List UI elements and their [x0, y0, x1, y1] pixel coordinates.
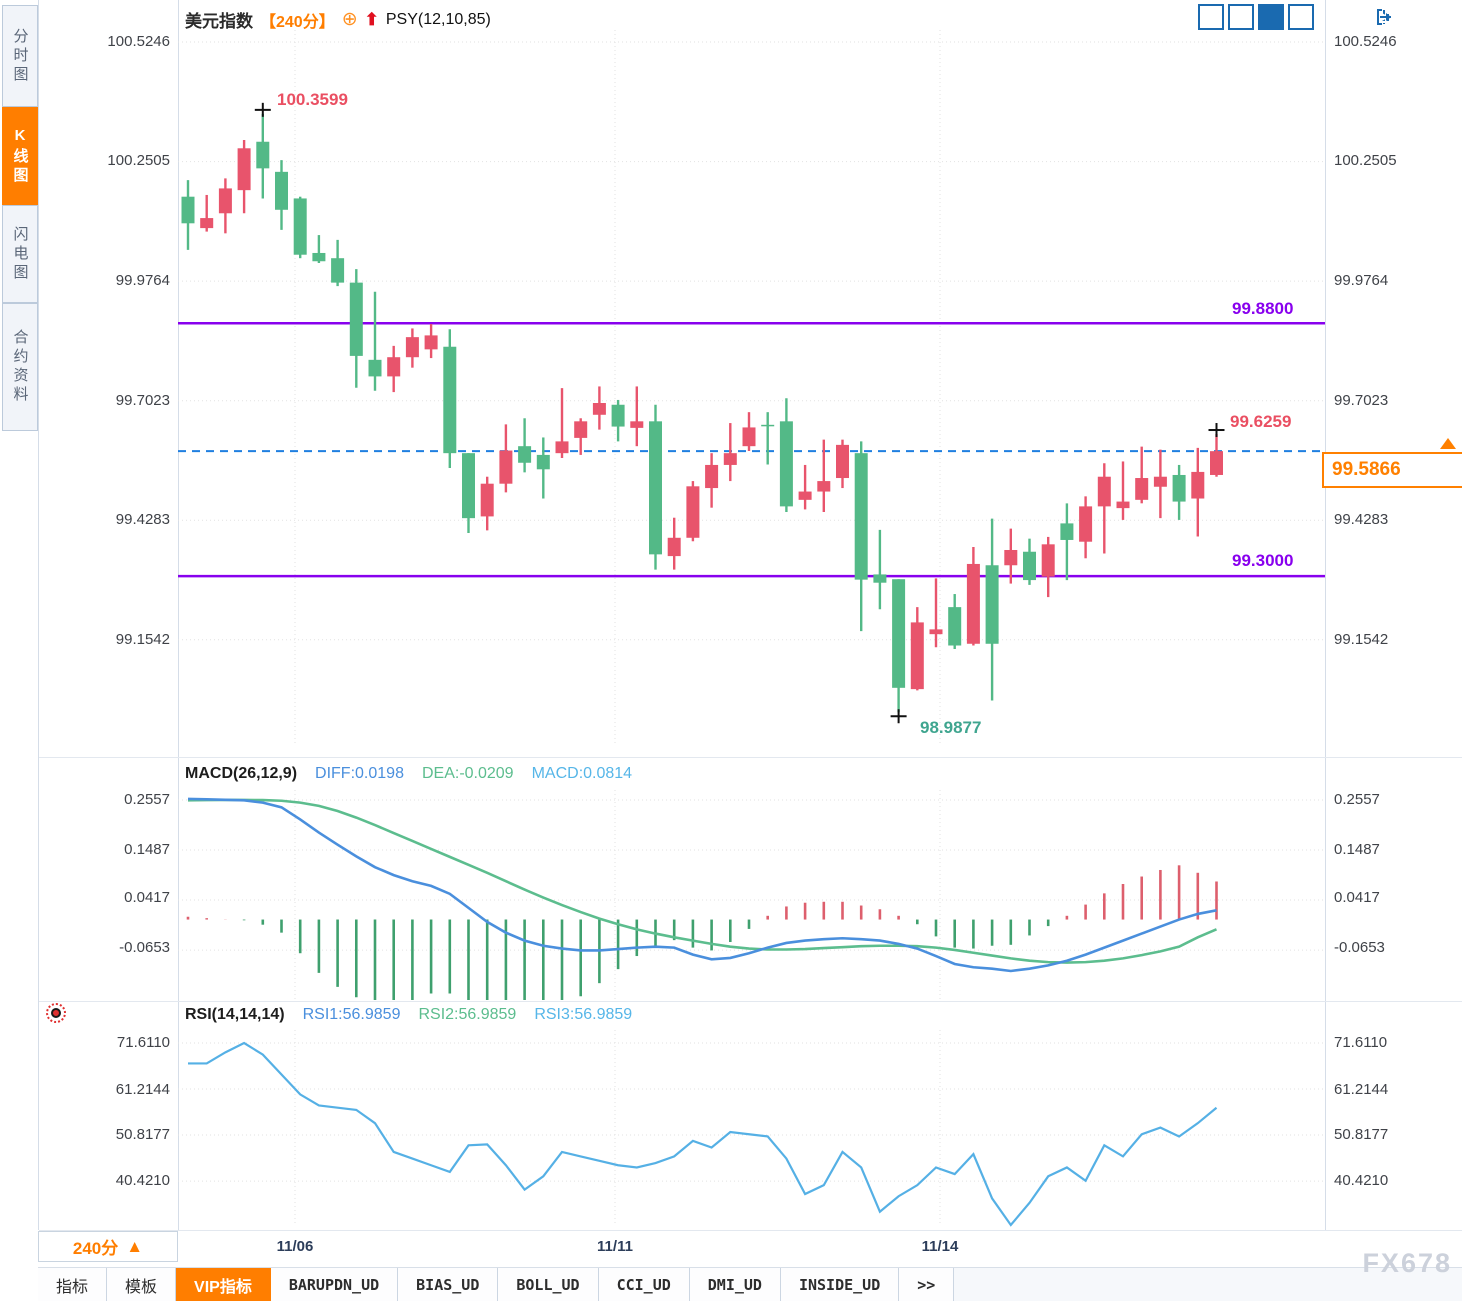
rsi-y-label: 71.6110 — [1334, 1034, 1388, 1051]
y-label: 100.5246 — [107, 33, 170, 50]
add-indicator-icon[interactable]: ⊕ — [341, 9, 358, 30]
sidebar-item-time-chart[interactable]: 分时图 — [2, 5, 38, 107]
macd-diff-value: DIFF:0.0198 — [315, 765, 404, 782]
y-label: 99.1542 — [115, 631, 170, 648]
axis-play-icon[interactable] — [1258, 4, 1391, 30]
macd-y-label: 0.1487 — [1334, 841, 1380, 858]
macd-name: MACD(26,12,9) — [185, 765, 298, 782]
macd-header: MACD(26,12,9) DIFF:0.0198 DEA:-0.0209 MA… — [185, 765, 632, 783]
rsi1-value: RSI1:56.9859 — [302, 1006, 401, 1023]
panel-divider — [39, 757, 1462, 758]
plot-left-edge — [178, 0, 179, 1230]
exit-right-icon[interactable] — [1288, 4, 1391, 30]
xaxis-divider — [39, 1230, 1462, 1231]
tab-dmi-ud[interactable]: DMI_UD — [689, 1268, 781, 1301]
macd-y-label: 0.2557 — [1334, 791, 1380, 808]
panel-divider — [39, 1001, 1462, 1002]
y-label: 99.4283 — [1334, 511, 1389, 528]
y-label: 99.7023 — [1334, 392, 1389, 409]
price-up-arrow-icon — [1440, 438, 1456, 449]
tab-indicators[interactable]: 指标 — [38, 1268, 108, 1301]
y-label: 100.2505 — [1334, 152, 1397, 169]
sidebar-divider — [38, 0, 39, 1230]
macd-dea-value: DEA:-0.0209 — [421, 765, 514, 782]
last-price-box: 99.5866 — [1322, 452, 1462, 488]
rsi-y-label: 50.8177 — [1334, 1126, 1389, 1143]
macd-macd-value: MACD:0.0814 — [531, 765, 633, 782]
rsi-chart[interactable] — [178, 1030, 1325, 1227]
symbol-title: 美元指数 — [185, 12, 253, 31]
y-label: 99.9764 — [115, 272, 170, 289]
sidebar-item-kline-chart[interactable]: K线图 — [2, 107, 38, 205]
chart-header: 美元指数 【240分】 ⊕ ⬆ PSY(12,10,85) — [185, 7, 491, 32]
macd-y-label: -0.0653 — [119, 939, 170, 956]
x-axis-date: 11/14 — [921, 1238, 959, 1255]
support-line-label: 99.3000 — [1232, 551, 1294, 570]
candlestick-chart[interactable] — [178, 30, 1325, 745]
tab-bias-ud[interactable]: BIAS_UD — [398, 1268, 499, 1301]
x-axis-date: 11/11 — [597, 1238, 633, 1255]
x-axis-date: 11/06 — [276, 1238, 314, 1255]
tab-barupdn-ud[interactable]: BARUPDN_UD — [270, 1268, 399, 1301]
tab-vip-indicators[interactable]: VIP指标 — [176, 1268, 271, 1301]
psy-up-arrow-icon: ⬆ — [364, 9, 379, 29]
rsi-y-label: 40.4210 — [115, 1172, 170, 1189]
resistance-line-label: 99.8800 — [1232, 299, 1294, 318]
macd-y-label: -0.0653 — [1334, 939, 1385, 956]
rsi2-value: RSI2:56.9859 — [418, 1006, 517, 1023]
y-label: 99.1542 — [1334, 631, 1389, 648]
tab-templates[interactable]: 模板 — [107, 1268, 177, 1301]
low-price-label: 98.9877 — [920, 718, 982, 737]
macd-y-label: 0.0417 — [124, 889, 170, 906]
rsi-y-label: 40.4210 — [1334, 1172, 1389, 1189]
macd-chart[interactable] — [178, 790, 1325, 1000]
y-label: 100.5246 — [1334, 33, 1397, 50]
macd-y-label: 0.1487 — [124, 841, 170, 858]
high-price-label: 100.3599 — [277, 90, 348, 109]
indicator-tabbar: 指标 模板 VIP指标 BARUPDN_UD BIAS_UD BOLL_UD C… — [38, 1267, 1462, 1301]
period-label: 240分 — [72, 1239, 119, 1258]
rsi-y-label: 71.6110 — [116, 1034, 170, 1051]
rsi-header: RSI(14,14,14) RSI1:56.9859 RSI2:56.9859 … — [185, 1006, 632, 1024]
axis-scale-icon[interactable] — [1228, 4, 1391, 30]
tab-cci-ud[interactable]: CCI_UD — [598, 1268, 690, 1301]
period-up-triangle-icon: ▲ — [126, 1236, 144, 1256]
macd-y-label: 0.0417 — [1334, 889, 1380, 906]
rsi-y-label: 61.2144 — [115, 1081, 170, 1098]
period-tag: 【240分】 — [260, 13, 335, 31]
recent-high-label: 99.6259 — [1230, 412, 1292, 431]
overlay-indicator-label: PSY(12,10,85) — [385, 10, 491, 28]
watermark: FX678 — [1362, 1248, 1452, 1278]
tab-more[interactable]: >> — [899, 1268, 955, 1301]
hot-indicator-icon[interactable] — [46, 1003, 66, 1023]
y-label: 99.4283 — [115, 511, 170, 528]
rsi-y-label: 50.8177 — [115, 1126, 170, 1143]
crosshair-icon[interactable] — [1198, 4, 1391, 30]
y-label: 99.7023 — [115, 392, 170, 409]
macd-y-label: 0.2557 — [124, 791, 170, 808]
rsi-y-label: 61.2144 — [1334, 1081, 1389, 1098]
y-label: 99.9764 — [1334, 272, 1389, 289]
plot-right-edge — [1325, 0, 1326, 1230]
tab-inside-ud[interactable]: INSIDE_UD — [780, 1268, 900, 1301]
chart-toolbar — [1198, 4, 1391, 30]
tab-boll-ud[interactable]: BOLL_UD — [498, 1268, 599, 1301]
period-selector[interactable]: 240分 ▲ — [38, 1231, 178, 1262]
y-label: 100.2505 — [107, 152, 170, 169]
rsi-name: RSI(14,14,14) — [185, 1006, 285, 1023]
rsi3-value: RSI3:56.9859 — [534, 1006, 633, 1023]
sidebar-item-contract-info[interactable]: 合约资料 — [2, 303, 38, 431]
sidebar-item-flash-chart[interactable]: 闪电图 — [2, 205, 38, 303]
